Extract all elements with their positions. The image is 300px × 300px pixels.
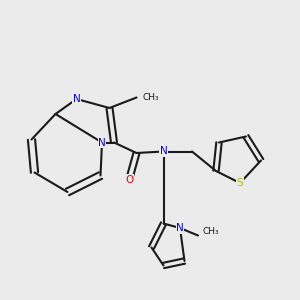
Text: N: N bbox=[176, 223, 184, 233]
Text: O: O bbox=[125, 175, 133, 185]
Text: N: N bbox=[73, 94, 80, 104]
Text: N: N bbox=[160, 146, 167, 157]
Text: CH₃: CH₃ bbox=[142, 93, 159, 102]
Text: S: S bbox=[237, 178, 243, 188]
Text: N: N bbox=[98, 137, 106, 148]
Text: CH₃: CH₃ bbox=[202, 226, 219, 236]
